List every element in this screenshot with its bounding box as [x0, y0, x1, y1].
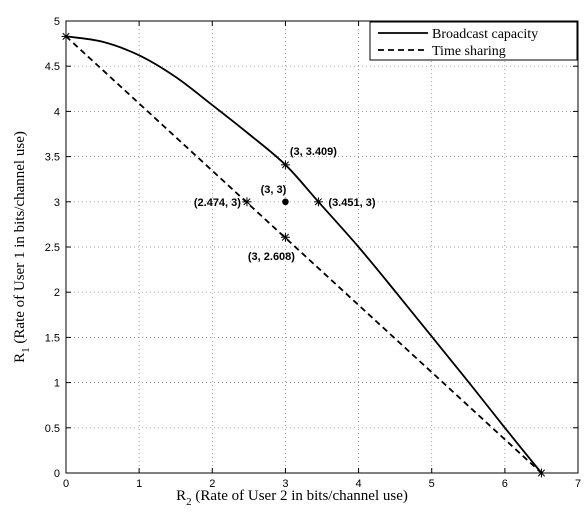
y-tick-label: 2: [54, 287, 60, 299]
point-annotation: (3.451, 3): [328, 197, 375, 209]
time-sharing-line: [65, 35, 543, 474]
markers: [61, 31, 546, 478]
y-axis-title-subscript: 1: [20, 347, 32, 353]
y-axis-title: R1 (Rate of User 1 in bits/channel use): [12, 131, 32, 363]
point-marker-star: [280, 232, 290, 242]
point-marker-star: [242, 197, 252, 207]
x-tick-label: 2: [209, 478, 215, 490]
x-tick-label: 4: [356, 478, 362, 490]
y-tick-label: 3: [54, 197, 60, 209]
y-tick-label: 1: [54, 378, 60, 390]
grid: [66, 21, 578, 473]
x-axis-title-subscript: 2: [186, 496, 192, 508]
y-tick-label: 2.5: [45, 242, 60, 254]
x-tick-label: 3: [282, 478, 288, 490]
x-axis-title-rest: (Rate of User 2 in bits/channel use): [192, 488, 408, 504]
y-tick-label: 0.5: [45, 423, 60, 435]
x-axis-title-main: R: [176, 488, 186, 504]
x-tick-label: 7: [575, 478, 581, 490]
x-axis-title: R2 (Rate of User 2 in bits/channel use): [176, 488, 408, 508]
y-axis-title-group: R1 (Rate of User 1 in bits/channel use): [12, 131, 32, 363]
legend-label: Time sharing: [432, 44, 506, 59]
point-marker-dot: [282, 198, 289, 206]
y-tick-label: 5: [54, 16, 60, 28]
point-annotation: (3, 3): [261, 184, 287, 196]
legend-box: [369, 21, 578, 61]
y-axis-title-rest: (Rate of User 1 in bits/channel use): [12, 131, 28, 347]
y-tick-label: 4.5: [45, 61, 60, 73]
x-tick-label: 6: [502, 478, 508, 490]
y-tick-label: 0: [54, 468, 60, 480]
point-annotation: (3, 2.608): [248, 251, 295, 263]
point-marker-star: [61, 31, 71, 41]
x-tick-label: 1: [136, 478, 142, 490]
x-tick-label: 5: [429, 478, 435, 490]
point-marker-star: [313, 197, 323, 207]
point-marker-star: [536, 468, 546, 478]
y-tick-label: 3.5: [45, 152, 60, 164]
annotations: (3, 3.409) (3, 3) (2.474, 3) (3.451, 3) (3, …: [194, 146, 376, 263]
x-tick-label: 0: [63, 478, 69, 490]
point-annotation: (2.474, 3): [194, 197, 241, 209]
legend: Broadcast capacity Time sharing: [369, 21, 578, 61]
y-axis-title-main: R: [12, 353, 28, 363]
point-marker-star: [280, 160, 290, 170]
legend-label: Broadcast capacity: [432, 27, 538, 42]
y-tick-label: 4: [54, 106, 60, 118]
broadcast-capacity-curve: [65, 35, 543, 474]
point-annotation: (3, 3.409): [290, 146, 337, 158]
series: [65, 35, 543, 474]
y-tick-label: 1.5: [45, 332, 60, 344]
